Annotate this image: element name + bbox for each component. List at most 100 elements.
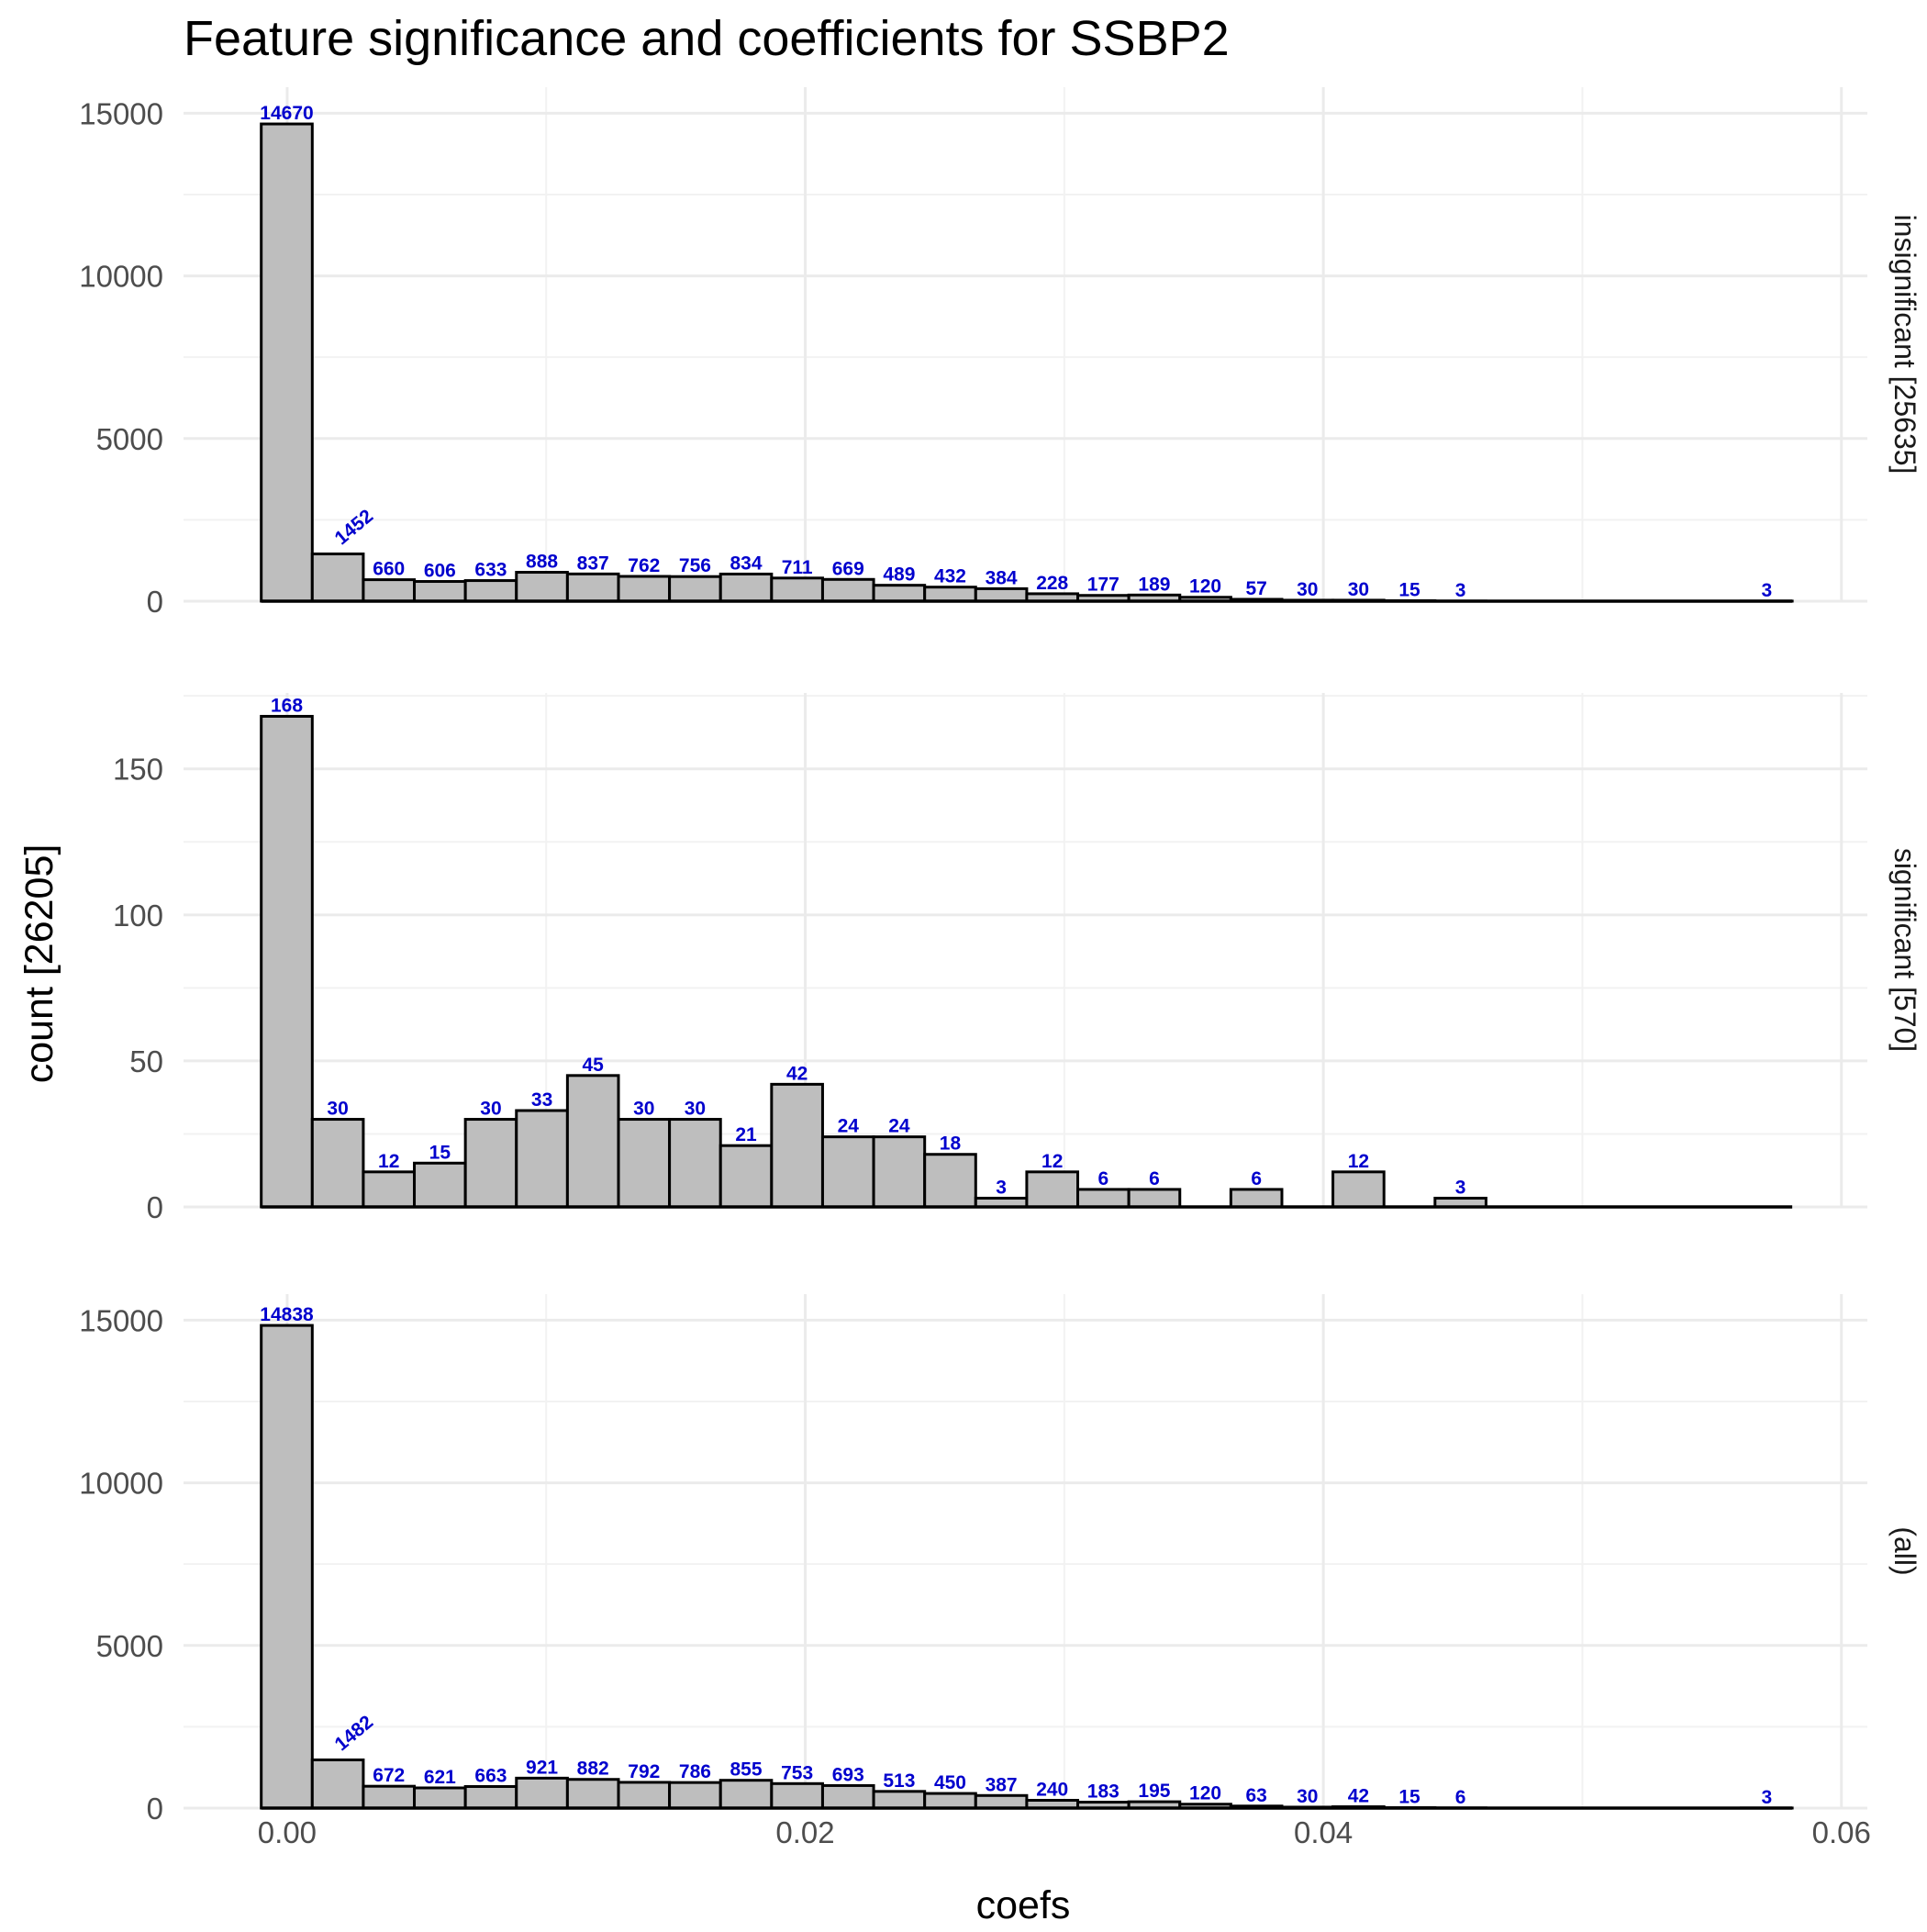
bar-value-label: 57	[1245, 578, 1266, 599]
histogram-bar	[1078, 1189, 1130, 1207]
bar-value-label: 450	[934, 1772, 966, 1793]
y-tick-label: 0	[147, 1190, 163, 1224]
bar-value-label: 786	[679, 1761, 711, 1782]
bar-value-label: 24	[888, 1116, 910, 1137]
histogram-bar	[874, 1137, 925, 1207]
bar-value-label: 12	[1041, 1151, 1063, 1172]
histogram-bar	[720, 574, 772, 601]
bar-value-label: 834	[730, 553, 763, 574]
histogram-bar	[822, 579, 874, 601]
histogram-bar	[262, 716, 313, 1207]
bar-value-label: 63	[1245, 1785, 1266, 1806]
histogram-bar	[262, 124, 313, 601]
bar-value-label: 195	[1138, 1781, 1170, 1802]
histogram-bar	[567, 1780, 618, 1808]
histogram-bar	[618, 1782, 670, 1808]
histogram-bar	[874, 1792, 925, 1808]
histogram-bar	[465, 581, 517, 601]
histogram-bar	[1333, 1172, 1385, 1207]
bar-value-label: 489	[883, 564, 915, 586]
bar-value-label: 30	[1348, 579, 1369, 600]
bar-value-label: 855	[730, 1759, 763, 1781]
histogram-bar	[415, 582, 466, 601]
bar-value-label: 6	[1149, 1168, 1160, 1189]
facet-strip-label: significant [570]	[1888, 848, 1921, 1052]
histogram-bar	[772, 578, 823, 601]
histogram-bar	[517, 573, 568, 601]
y-tick-label: 15000	[79, 96, 163, 130]
histogram-bar	[465, 1787, 517, 1808]
bar-value-label: 45	[583, 1055, 605, 1076]
bar-value-label: 228	[1036, 573, 1068, 594]
histogram-bar	[363, 1172, 415, 1207]
histogram-bar	[925, 587, 976, 601]
y-tick-label: 10000	[79, 260, 163, 294]
histogram-bar	[925, 1793, 976, 1808]
histogram-bar	[720, 1781, 772, 1808]
bar-value-label: 888	[526, 552, 558, 573]
bar-value-label: 621	[424, 1767, 456, 1788]
bar-value-label: 18	[940, 1134, 962, 1155]
bar-value-label: 792	[628, 1761, 660, 1782]
bar-value-label: 189	[1138, 574, 1170, 595]
bar-value-label: 33	[531, 1089, 552, 1111]
histogram-bar	[567, 1076, 618, 1207]
histogram-bar	[772, 1084, 823, 1207]
bar-value-label: 120	[1189, 1783, 1221, 1804]
x-axis-title: coefs	[976, 1883, 1071, 1927]
bar-value-label: 921	[526, 1757, 558, 1778]
histogram-bar	[670, 1120, 721, 1207]
y-tick-label: 5000	[96, 1629, 163, 1663]
histogram-bar	[517, 1111, 568, 1207]
bar-value-label: 6	[1251, 1168, 1262, 1189]
histogram-bar	[670, 1782, 721, 1808]
bar-value-label: 15	[429, 1142, 451, 1163]
histogram-bar	[517, 1778, 568, 1808]
histogram-bar	[415, 1788, 466, 1808]
bar-value-label: 183	[1087, 1781, 1119, 1803]
histogram-bar	[822, 1137, 874, 1207]
facet-strip-label: insignificant [25635]	[1888, 215, 1921, 475]
y-tick-label: 5000	[96, 422, 163, 456]
y-axis-title: count [26205]	[17, 844, 61, 1084]
bar-value-label: 6	[1097, 1168, 1108, 1189]
bar-value-label: 1482	[331, 1712, 378, 1756]
bar-value-label: 3	[1761, 1787, 1772, 1808]
bar-value-label: 24	[838, 1116, 860, 1137]
bar-value-label: 12	[378, 1151, 399, 1172]
x-tick-label: 0.02	[775, 1815, 834, 1849]
y-tick-label: 150	[113, 753, 163, 787]
bar-value-label: 12	[1348, 1151, 1369, 1172]
bar-value-label: 753	[781, 1762, 813, 1783]
bar-value-label: 3	[1455, 1177, 1466, 1198]
bar-value-label: 693	[832, 1764, 864, 1785]
bar-value-label: 3	[1761, 580, 1772, 601]
histogram-bar	[363, 580, 415, 601]
histogram-bar	[975, 588, 1027, 601]
bar-value-label: 606	[424, 561, 456, 582]
bar-value-label: 669	[832, 558, 864, 579]
histogram-bar	[618, 576, 670, 601]
histogram-bar	[975, 1795, 1027, 1808]
histogram-bar	[363, 1786, 415, 1808]
y-tick-label: 0	[147, 1792, 163, 1826]
bar-value-label: 30	[480, 1099, 501, 1120]
bar-value-label: 30	[327, 1099, 348, 1120]
histogram-bar	[772, 1783, 823, 1808]
bar-value-label: 756	[679, 555, 711, 576]
bar-value-label: 30	[1297, 579, 1318, 600]
bar-value-label: 633	[474, 560, 507, 581]
bar-value-label: 42	[786, 1063, 808, 1084]
bar-value-label: 30	[1297, 1786, 1318, 1807]
histogram-bar	[465, 1120, 517, 1207]
histogram-bar	[822, 1785, 874, 1808]
bar-value-label: 120	[1189, 576, 1221, 597]
y-tick-label: 50	[129, 1044, 163, 1078]
x-tick-label: 0.00	[258, 1815, 317, 1849]
histogram-bar	[312, 554, 363, 601]
